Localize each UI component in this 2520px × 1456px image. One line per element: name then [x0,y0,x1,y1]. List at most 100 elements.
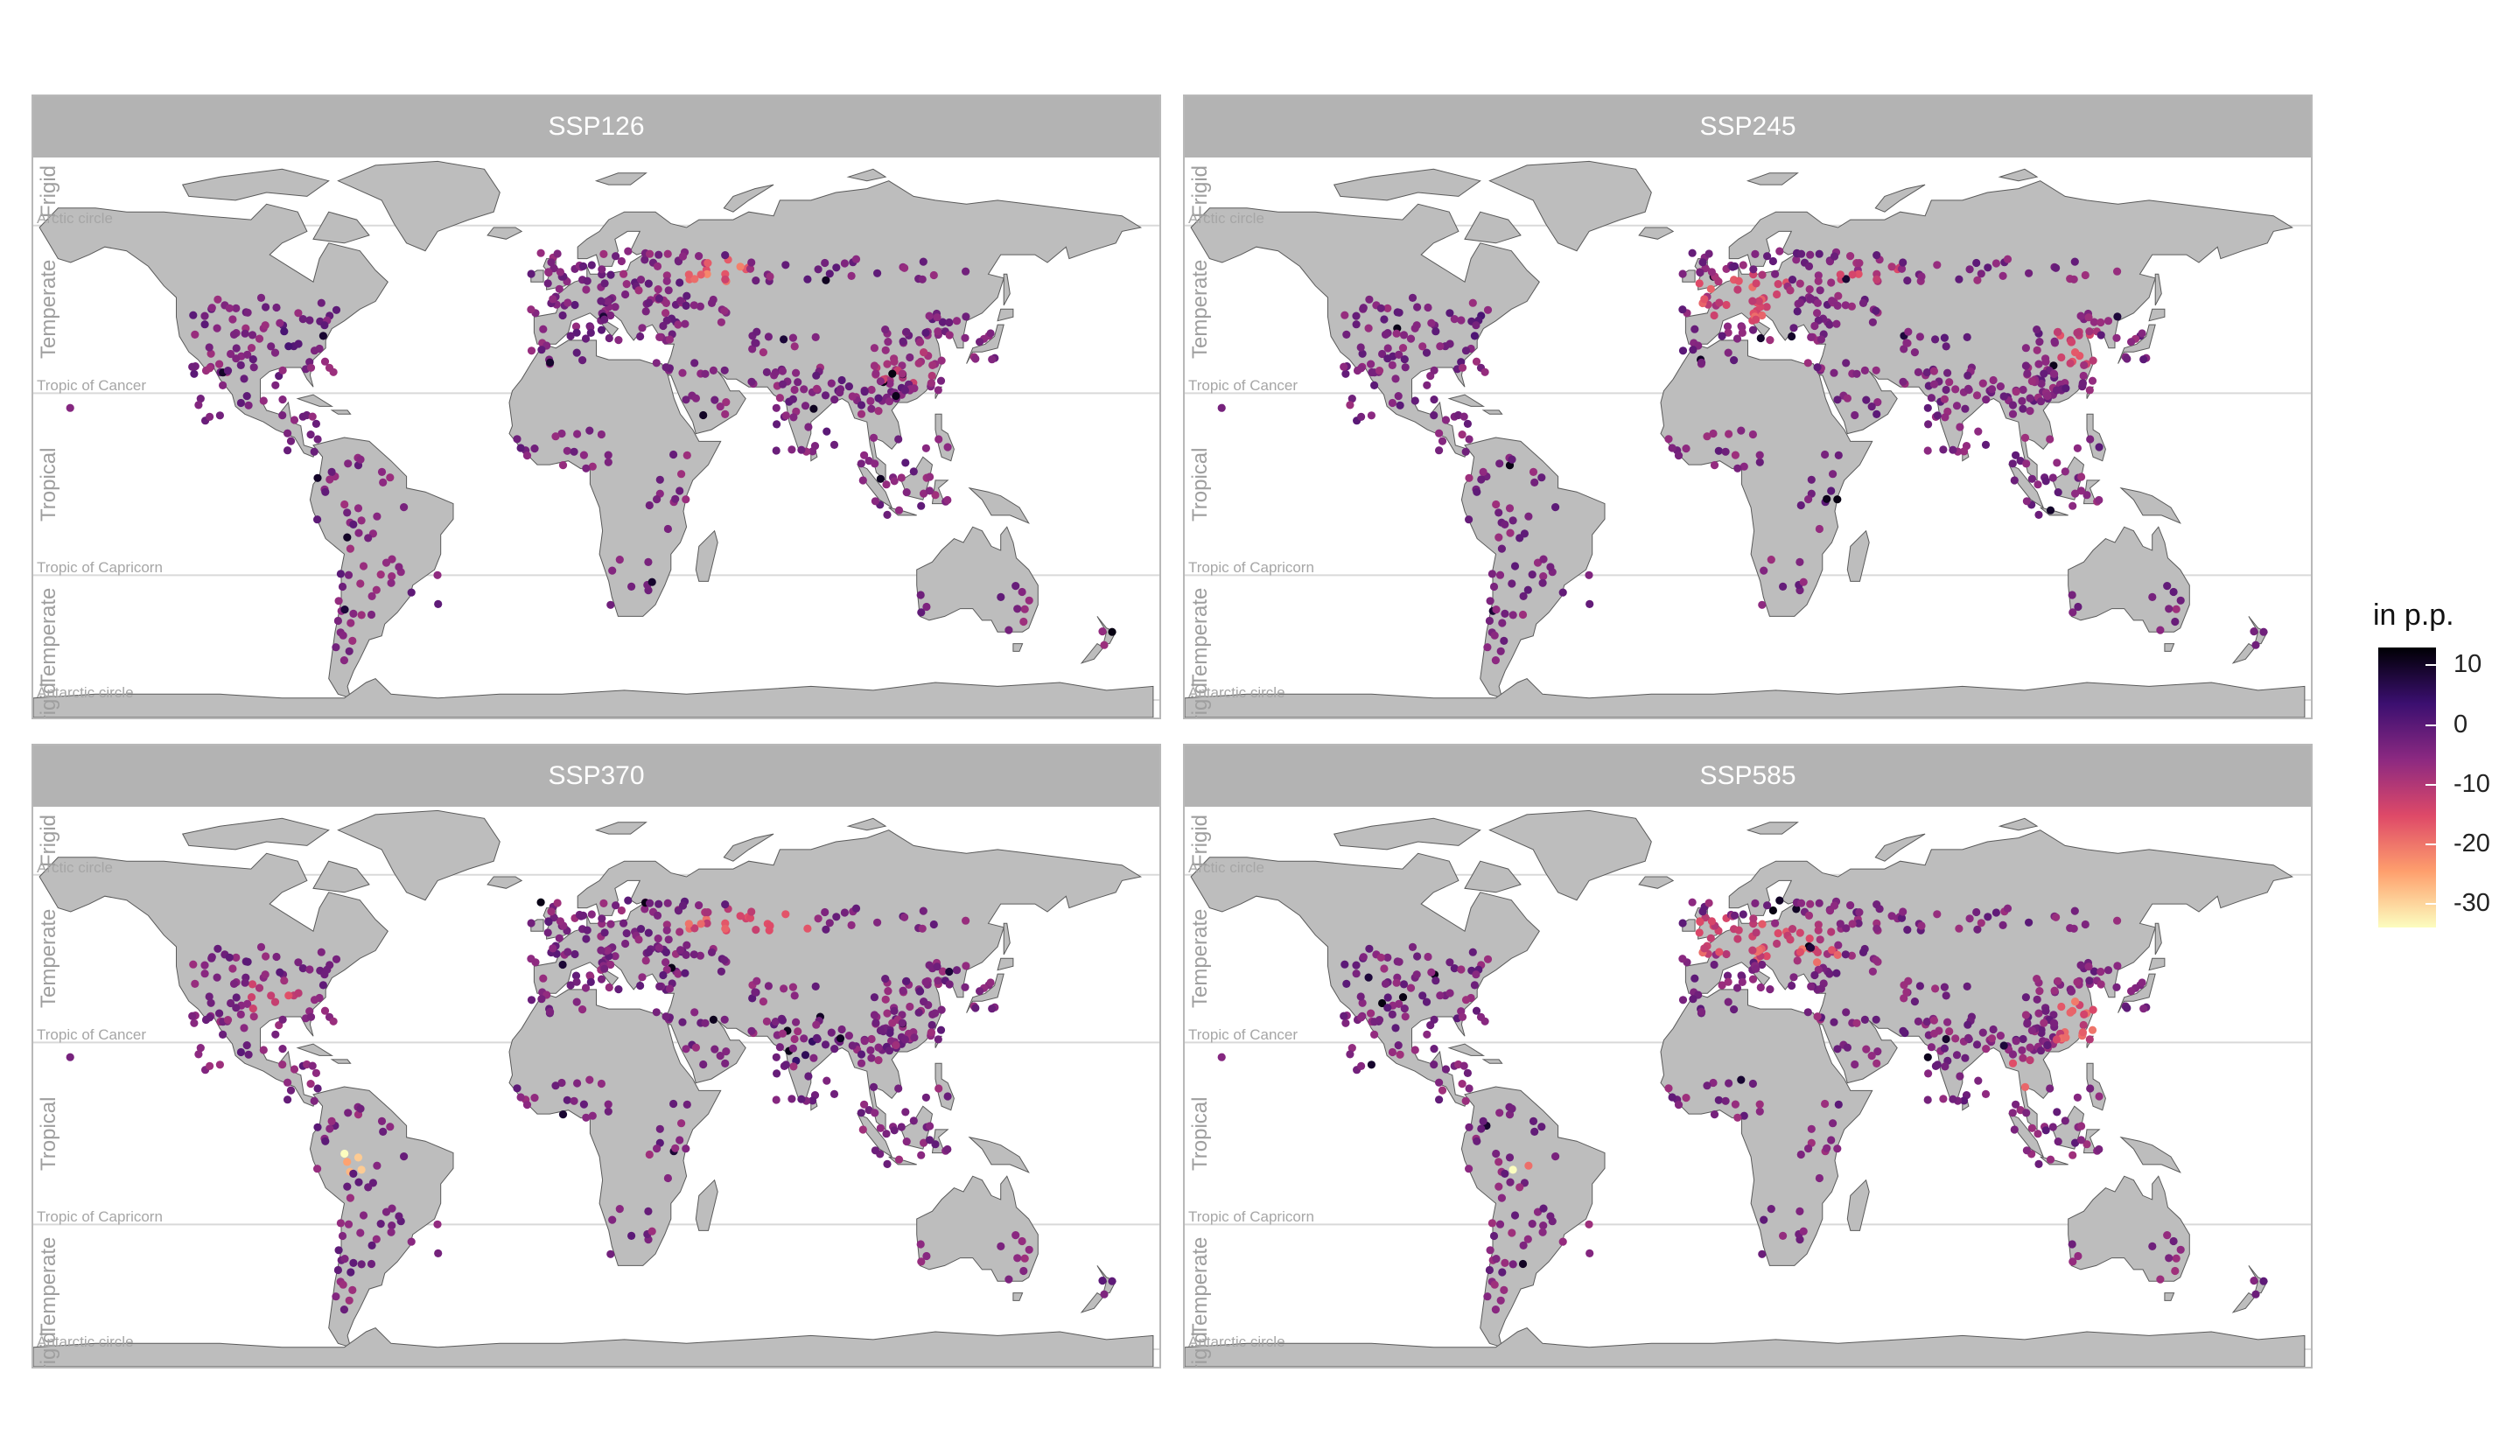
city-point [2113,916,2122,925]
city-point [530,444,539,453]
city-point [1479,1116,1488,1125]
city-point [1805,934,1814,943]
city-point [2078,379,2087,388]
city-point [2054,488,2062,497]
city-point [1696,917,1704,927]
city-point [356,579,365,588]
city-point [882,480,891,489]
city-point [327,1116,336,1125]
city-point [1872,900,1881,909]
city-point [788,445,796,454]
city-point [189,960,198,969]
city-point [558,311,567,320]
land-polygon [916,1175,1039,1282]
city-point [778,367,788,375]
city-point [2027,1124,2036,1132]
city-point [310,447,318,456]
city-point [1952,402,1962,410]
city-point [583,926,592,934]
city-point [1383,354,1392,363]
city-point [716,402,724,411]
city-point [925,486,934,495]
land-polygon [1464,211,1522,244]
land-polygon [312,860,370,893]
city-point [1458,1012,1467,1021]
city-point [1758,1250,1767,1258]
city-point [885,1046,894,1055]
city-point [789,1062,798,1071]
city-point [572,977,581,986]
city-point [1495,459,1504,468]
city-point [1383,1004,1392,1012]
city-point [1412,321,1421,330]
legend-tick-label: -10 [2454,769,2490,798]
city-point [1734,276,1743,285]
city-point [566,332,575,340]
city-point [681,319,690,328]
city-point [1558,1237,1567,1246]
city-point [2112,983,2121,991]
city-point [1367,411,1376,420]
city-point [372,1235,381,1243]
city-point [2046,506,2055,514]
city-point [1715,298,1724,307]
city-point [270,998,280,1006]
city-point [696,951,705,960]
city-point [1690,974,1699,983]
city-point [1804,1144,1813,1153]
city-point [1412,970,1421,979]
city-point [2148,1242,2157,1250]
city-point [1796,1150,1805,1159]
city-point [1999,1041,2008,1050]
city-point [925,961,934,970]
city-point [2138,329,2146,338]
city-point [2071,998,2080,1006]
city-point [219,1030,228,1039]
city-point [339,1280,347,1289]
city-point [870,361,879,370]
city-point [317,948,326,956]
city-point [1923,1053,1932,1061]
city-point [1807,982,1816,990]
land-polygon [1488,160,1652,252]
city-point [652,359,661,368]
city-point [690,924,699,933]
city-point [578,911,588,920]
city-point [2021,993,2030,1002]
city-point [654,934,662,943]
city-point [872,369,880,378]
city-point [934,435,943,444]
city-point [2163,582,2172,591]
city-point [961,983,970,991]
city-point [284,429,292,438]
city-point [986,978,995,987]
city-point [627,582,636,591]
city-point [1755,1107,1764,1116]
legend-tick-label: 0 [2454,710,2468,738]
city-point [1751,249,1760,258]
city-point [676,946,685,955]
city-point [2079,371,2088,381]
city-point [1833,950,1842,959]
city-point [676,278,684,287]
city-point [2012,451,2020,459]
city-point [654,285,662,294]
city-point [1940,333,1949,342]
city-point [825,919,834,928]
city-point [894,1155,904,1164]
city-point [2041,477,2050,486]
city-point [1530,478,1539,486]
city-point [653,911,662,920]
land-polygon [1746,822,1799,835]
city-point [2169,1236,2178,1246]
city-point [945,331,954,340]
city-point [1510,562,1520,570]
city-point [1477,1124,1486,1133]
city-point [1760,1215,1768,1224]
city-point [1933,411,1942,420]
land-polygon [968,486,1030,524]
city-point [1858,298,1868,307]
zone-label-temperate: Temperate [37,259,60,360]
city-point [746,914,755,922]
city-point [677,1119,686,1128]
